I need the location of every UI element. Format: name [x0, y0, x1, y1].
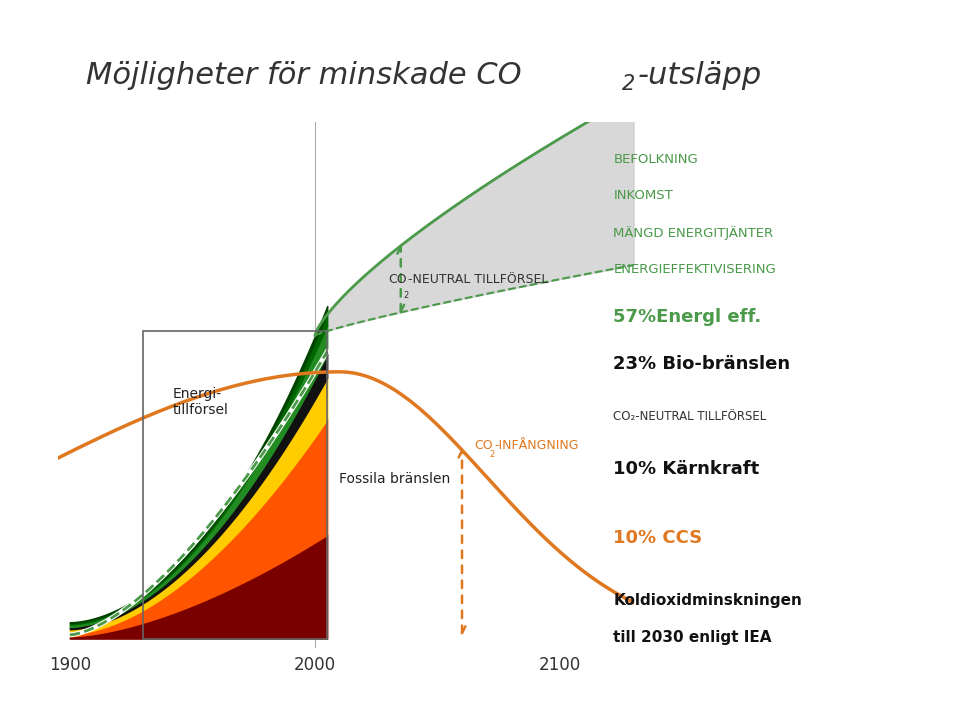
Text: Energi-
tillförsel: Energi- tillförsel: [173, 387, 228, 417]
Text: -INFÅNGNING: -INFÅNGNING: [493, 438, 578, 451]
Text: John Holmberg: John Holmberg: [808, 14, 931, 32]
Text: 2: 2: [622, 74, 636, 94]
Bar: [143, 330, 327, 639]
Text: 57%Energl eff.: 57%Energl eff.: [613, 308, 761, 326]
Text: 23% Bio-bränslen: 23% Bio-bränslen: [613, 355, 791, 373]
Text: ENERGIEFFEKTIVISERING: ENERGIEFFEKTIVISERING: [613, 263, 777, 276]
Text: 2: 2: [403, 291, 408, 300]
Text: INKOMST: INKOMST: [613, 189, 673, 202]
Text: 2: 2: [489, 450, 494, 459]
Text: CO: CO: [474, 438, 492, 451]
Text: CO₂-NEUTRAL TILLFÖRSEL: CO₂-NEUTRAL TILLFÖRSEL: [613, 410, 767, 423]
Text: Koldioxidminskningen: Koldioxidminskningen: [613, 593, 803, 608]
Text: BEFOLKNING: BEFOLKNING: [613, 153, 698, 166]
Text: 10% Kärnkraft: 10% Kärnkraft: [613, 460, 759, 478]
Text: 10% CCS: 10% CCS: [613, 528, 703, 546]
Text: -NEUTRAL TILLFÖRSEL: -NEUTRAL TILLFÖRSEL: [408, 273, 548, 286]
Text: till 2030 enligt IEA: till 2030 enligt IEA: [613, 630, 772, 645]
Text: -utsläpp: -utsläpp: [637, 61, 761, 91]
Text: MÄNGD ENERGITJÄNTER: MÄNGD ENERGITJÄNTER: [613, 226, 774, 240]
Text: CHALMERS: CHALMERS: [24, 14, 152, 33]
Text: Möjligheter för minskade CO: Möjligheter för minskade CO: [86, 61, 522, 91]
Text: Fossila bränslen: Fossila bränslen: [340, 472, 451, 485]
Text: CO: CO: [389, 273, 407, 286]
